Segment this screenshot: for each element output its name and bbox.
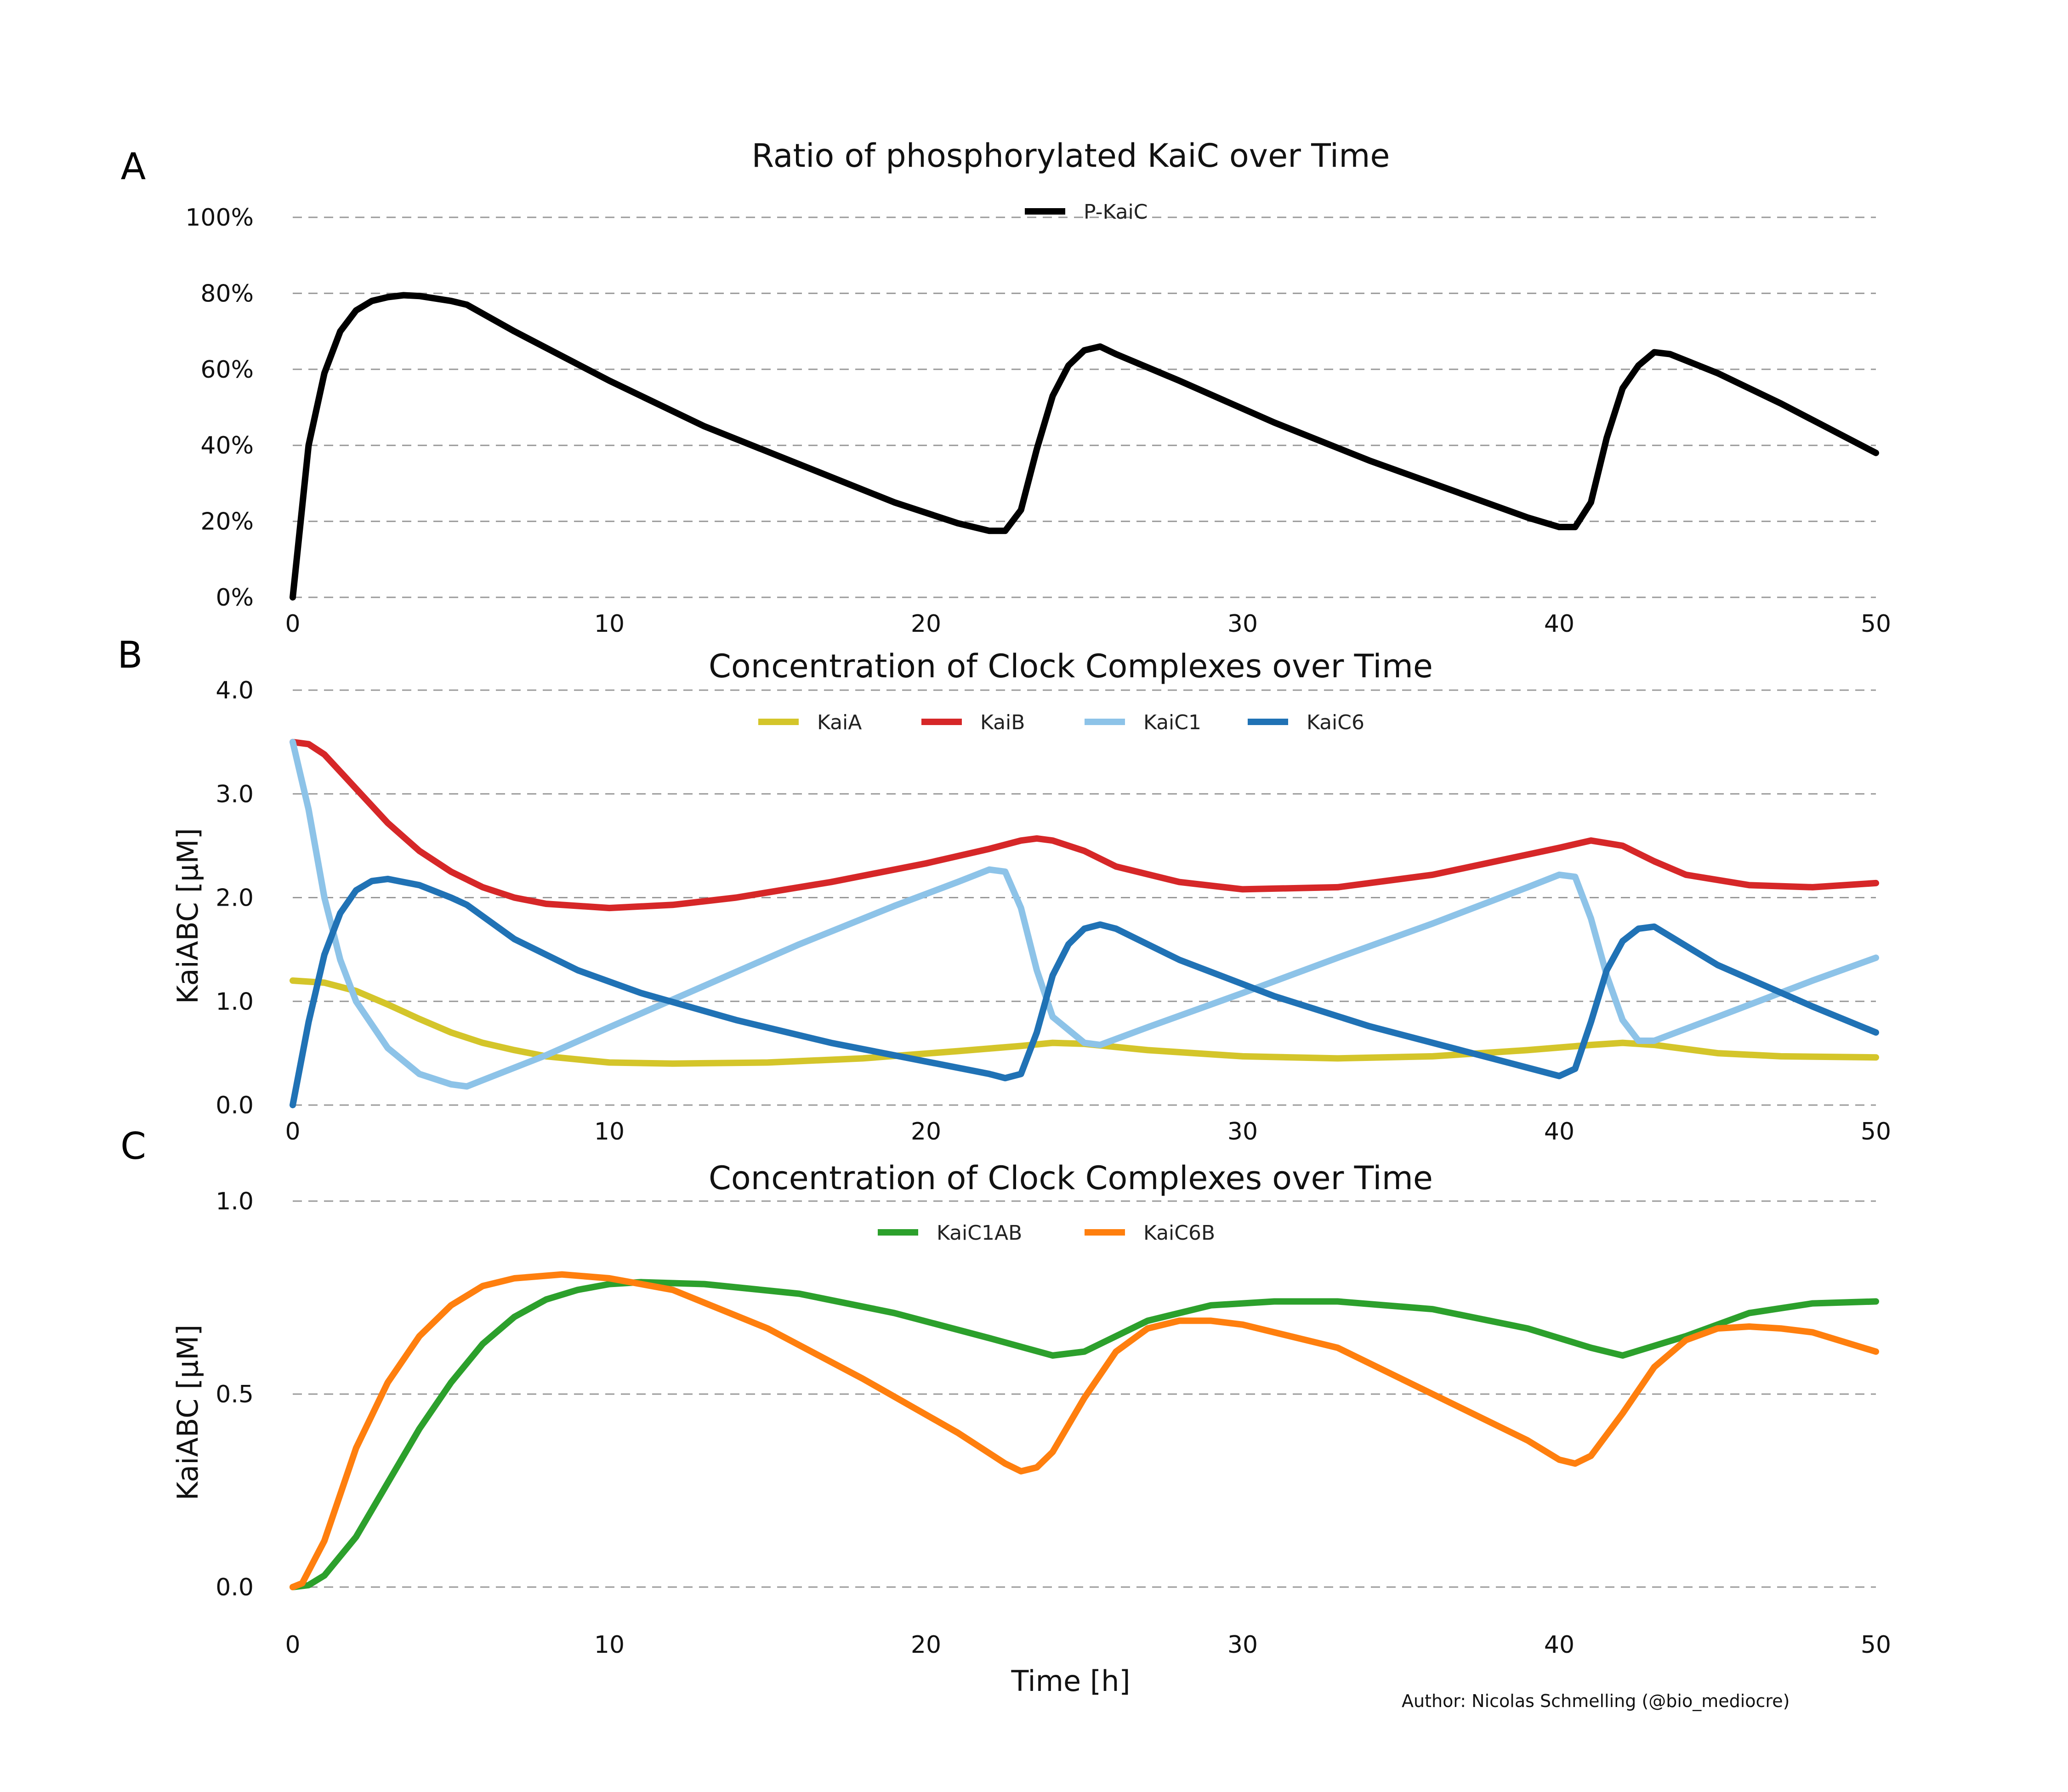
panel-a-letter: A bbox=[121, 145, 146, 188]
panel-c-series-kaic6b bbox=[290, 1271, 1879, 1590]
panel-b-ytick-label: 0.0 bbox=[216, 1092, 254, 1119]
panel-c-xtick-label: 0 bbox=[285, 1631, 300, 1659]
panel-b-legend-label-kaic6: KaiC6 bbox=[1307, 711, 1364, 734]
panel-b-xtick-label: 10 bbox=[594, 1118, 625, 1146]
panel-b-ytick-label: 1.0 bbox=[216, 988, 254, 1015]
panel-b-series-kaic6 bbox=[290, 875, 1879, 1108]
panel-c-xlabel: Time [h] bbox=[1011, 1664, 1130, 1698]
panel-c-ylabel: KaiABC [μM] bbox=[171, 1325, 205, 1501]
panel-a: A Ratio of phosphorylated KaiC over Time 0… bbox=[121, 137, 1891, 638]
panel-c-letter: C bbox=[120, 1125, 146, 1168]
panel-b-series-kaic1 bbox=[290, 738, 1879, 1090]
panel-a-legend: P-KaiC bbox=[1025, 200, 1148, 224]
panel-a-ytick-label: 20% bbox=[200, 508, 254, 536]
panel-c: C Concentration of Clock Complexes over T… bbox=[120, 1125, 1891, 1698]
panel-b-ytick-label: 3.0 bbox=[216, 781, 254, 808]
panel-c-xtick-label: 20 bbox=[911, 1631, 941, 1659]
panel-b-xtick-label: 30 bbox=[1227, 1118, 1258, 1146]
panel-b-ytick-label: 2.0 bbox=[216, 885, 254, 912]
panel-a-xtick-label: 20 bbox=[911, 610, 941, 638]
panel-a-xtick-label: 40 bbox=[1544, 610, 1574, 638]
panel-b-legend-label-kaib: KaiB bbox=[980, 711, 1025, 734]
panel-a-xtick-label: 10 bbox=[594, 610, 625, 638]
panel-a-ytick-label: 80% bbox=[200, 280, 254, 307]
panel-a-ytick-label: 0% bbox=[216, 584, 254, 612]
panel-c-series-kaic1ab bbox=[290, 1279, 1879, 1590]
panel-b-letter: B bbox=[118, 634, 143, 676]
panel-b-ylabel: KaiABC [μM] bbox=[171, 828, 205, 1004]
panel-c-legend: KaiC1AB KaiC6B bbox=[878, 1221, 1215, 1245]
panel-b-legend: KaiA KaiB KaiC1 KaiC6 bbox=[758, 711, 1364, 734]
panel-b: B Concentration of Clock Complexes over T… bbox=[118, 634, 1892, 1146]
panel-b-xtick-label: 40 bbox=[1544, 1118, 1574, 1146]
panel-c-ytick-label: 0.0 bbox=[216, 1574, 254, 1601]
panel-c-xtick-label: 30 bbox=[1227, 1631, 1258, 1659]
panel-b-xtick-label: 50 bbox=[1861, 1118, 1891, 1146]
author-note: Author: Nicolas Schmelling (@bio_mediocr… bbox=[1402, 1691, 1790, 1711]
panel-a-xtick-label: 30 bbox=[1227, 610, 1258, 638]
panel-a-title: Ratio of phosphorylated KaiC over Time bbox=[752, 137, 1390, 175]
panel-c-xtick-label: 10 bbox=[594, 1631, 625, 1659]
panel-b-series-kaia bbox=[290, 977, 1879, 1067]
panel-a-series-p-kaic bbox=[290, 292, 1879, 601]
panel-b-legend-label-kaia: KaiA bbox=[817, 711, 862, 734]
panel-c-ytick-label: 0.5 bbox=[216, 1381, 254, 1408]
panel-b-xtick-label: 0 bbox=[285, 1118, 300, 1146]
panel-b-legend-label-kaic1: KaiC1 bbox=[1143, 711, 1201, 734]
panel-c-title: Concentration of Clock Complexes over Ti… bbox=[709, 1159, 1433, 1197]
panel-b-title: Concentration of Clock Complexes over Ti… bbox=[709, 647, 1433, 685]
panel-a-xtick-label: 50 bbox=[1861, 610, 1891, 638]
panel-c-xtick-label: 50 bbox=[1861, 1631, 1891, 1659]
panel-c-xtick-label: 40 bbox=[1544, 1631, 1574, 1659]
panel-a-ytick-label: 100% bbox=[185, 204, 254, 232]
panel-b-series-kaib bbox=[290, 738, 1879, 912]
panel-c-legend-label-kaic6b: KaiC6B bbox=[1143, 1221, 1215, 1245]
panel-b-xtick-label: 20 bbox=[911, 1118, 941, 1146]
panel-a-ytick-label: 60% bbox=[200, 356, 254, 384]
panel-a-ytick-label: 40% bbox=[200, 432, 254, 459]
panel-c-legend-label-kaic1ab: KaiC1AB bbox=[937, 1221, 1022, 1245]
panel-a-legend-label-p-kaic: P-KaiC bbox=[1084, 200, 1148, 224]
panel-b-ytick-label: 4.0 bbox=[216, 677, 254, 704]
panel-a-xtick-label: 0 bbox=[285, 610, 300, 638]
panel-c-ytick-label: 1.0 bbox=[216, 1188, 254, 1215]
